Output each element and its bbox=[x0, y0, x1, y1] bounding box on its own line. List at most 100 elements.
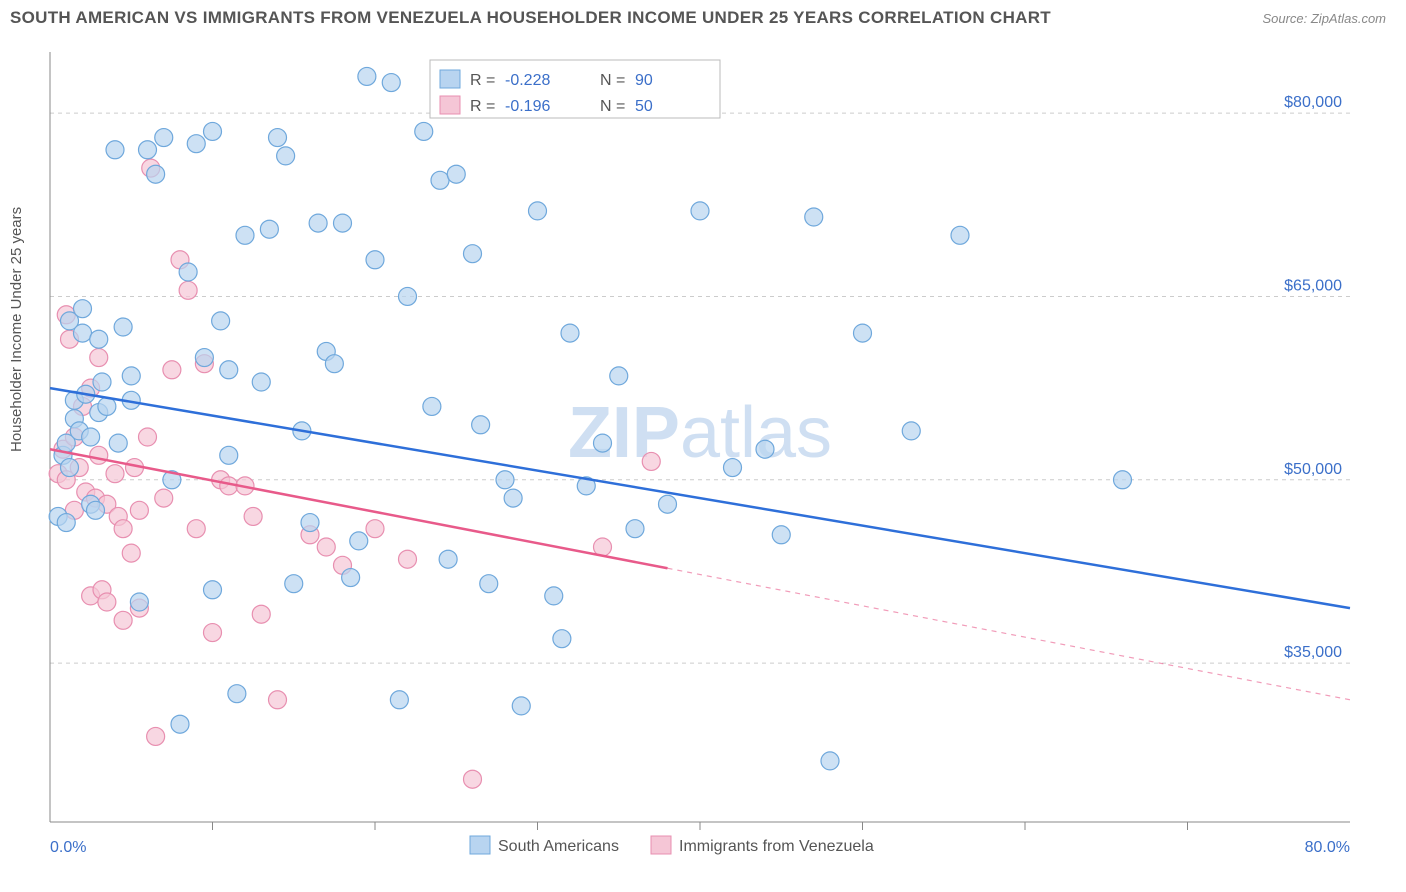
data-point bbox=[325, 355, 343, 373]
data-point bbox=[114, 611, 132, 629]
data-point bbox=[504, 489, 522, 507]
legend-r-label: R = bbox=[470, 98, 495, 115]
data-point bbox=[366, 520, 384, 538]
legend-swatch bbox=[440, 96, 460, 114]
data-point bbox=[244, 507, 262, 525]
data-point bbox=[139, 428, 157, 446]
data-point bbox=[561, 324, 579, 342]
data-point bbox=[90, 330, 108, 348]
legend-r-value: -0.196 bbox=[505, 98, 550, 115]
data-point bbox=[155, 489, 173, 507]
data-point bbox=[301, 514, 319, 532]
data-point bbox=[220, 446, 238, 464]
data-point bbox=[98, 593, 116, 611]
scatter-chart: $35,000$50,000$65,000$80,000ZIPatlas0.0%… bbox=[10, 32, 1396, 882]
data-point bbox=[195, 349, 213, 367]
chart-source: Source: ZipAtlas.com bbox=[1262, 11, 1386, 26]
data-point bbox=[171, 715, 189, 733]
data-point bbox=[114, 520, 132, 538]
data-point bbox=[269, 129, 287, 147]
y-axis-label: Householder Income Under 25 years bbox=[8, 207, 25, 452]
data-point bbox=[163, 361, 181, 379]
data-point bbox=[147, 727, 165, 745]
data-point bbox=[390, 691, 408, 709]
data-point bbox=[529, 202, 547, 220]
data-point bbox=[285, 575, 303, 593]
data-point bbox=[415, 122, 433, 140]
data-point bbox=[399, 287, 417, 305]
data-point bbox=[269, 691, 287, 709]
legend-series-label: Immigrants from Venezuela bbox=[679, 838, 874, 855]
data-point bbox=[90, 446, 108, 464]
data-point bbox=[155, 129, 173, 147]
chart-title: SOUTH AMERICAN VS IMMIGRANTS FROM VENEZU… bbox=[10, 8, 1051, 28]
data-point bbox=[187, 520, 205, 538]
data-point bbox=[61, 459, 79, 477]
data-point bbox=[179, 263, 197, 281]
data-point bbox=[109, 434, 127, 452]
data-point bbox=[57, 514, 75, 532]
data-point bbox=[309, 214, 327, 232]
data-point bbox=[642, 452, 660, 470]
data-point bbox=[82, 428, 100, 446]
data-point bbox=[439, 550, 457, 568]
legend-r-label: R = bbox=[470, 72, 495, 89]
y-tick-label: $50,000 bbox=[1284, 461, 1342, 478]
data-point bbox=[139, 141, 157, 159]
x-tick-min: 0.0% bbox=[50, 839, 86, 856]
data-point bbox=[252, 605, 270, 623]
data-point bbox=[464, 245, 482, 263]
data-point bbox=[179, 281, 197, 299]
data-point bbox=[480, 575, 498, 593]
data-point bbox=[610, 367, 628, 385]
watermark: ZIPatlas bbox=[568, 393, 832, 473]
data-point bbox=[334, 214, 352, 232]
data-point bbox=[382, 74, 400, 92]
stats-legend: R =-0.228N =90R =-0.196N =50 bbox=[430, 60, 720, 118]
data-point bbox=[90, 349, 108, 367]
chart-container: Householder Income Under 25 years $35,00… bbox=[10, 32, 1396, 882]
series-legend: South AmericansImmigrants from Venezuela bbox=[470, 836, 874, 855]
y-tick-label: $35,000 bbox=[1284, 644, 1342, 661]
data-point bbox=[358, 67, 376, 85]
data-point bbox=[902, 422, 920, 440]
x-tick-max: 80.0% bbox=[1305, 839, 1350, 856]
legend-r-value: -0.228 bbox=[505, 72, 550, 89]
data-point bbox=[423, 397, 441, 415]
data-point bbox=[106, 465, 124, 483]
data-point bbox=[204, 624, 222, 642]
data-point bbox=[553, 630, 571, 648]
data-point bbox=[204, 122, 222, 140]
data-point bbox=[204, 581, 222, 599]
data-point bbox=[260, 220, 278, 238]
data-point bbox=[130, 593, 148, 611]
data-point bbox=[93, 373, 111, 391]
data-point bbox=[626, 520, 644, 538]
legend-n-label: N = bbox=[600, 98, 625, 115]
data-point bbox=[512, 697, 530, 715]
chart-header: SOUTH AMERICAN VS IMMIGRANTS FROM VENEZU… bbox=[0, 0, 1406, 32]
data-point bbox=[472, 416, 490, 434]
data-point bbox=[187, 135, 205, 153]
data-point bbox=[545, 587, 563, 605]
data-point bbox=[772, 526, 790, 544]
data-point bbox=[854, 324, 872, 342]
legend-n-value: 90 bbox=[635, 72, 653, 89]
data-point bbox=[399, 550, 417, 568]
data-point bbox=[756, 440, 774, 458]
data-point bbox=[350, 532, 368, 550]
legend-swatch bbox=[470, 836, 490, 854]
data-point bbox=[691, 202, 709, 220]
data-point bbox=[220, 361, 238, 379]
data-point bbox=[74, 324, 92, 342]
data-point bbox=[951, 226, 969, 244]
data-point bbox=[594, 434, 612, 452]
data-point bbox=[805, 208, 823, 226]
data-point bbox=[147, 165, 165, 183]
y-tick-label: $65,000 bbox=[1284, 277, 1342, 294]
data-point bbox=[98, 397, 116, 415]
legend-n-value: 50 bbox=[635, 98, 653, 115]
data-point bbox=[122, 544, 140, 562]
data-point bbox=[447, 165, 465, 183]
data-point bbox=[464, 770, 482, 788]
